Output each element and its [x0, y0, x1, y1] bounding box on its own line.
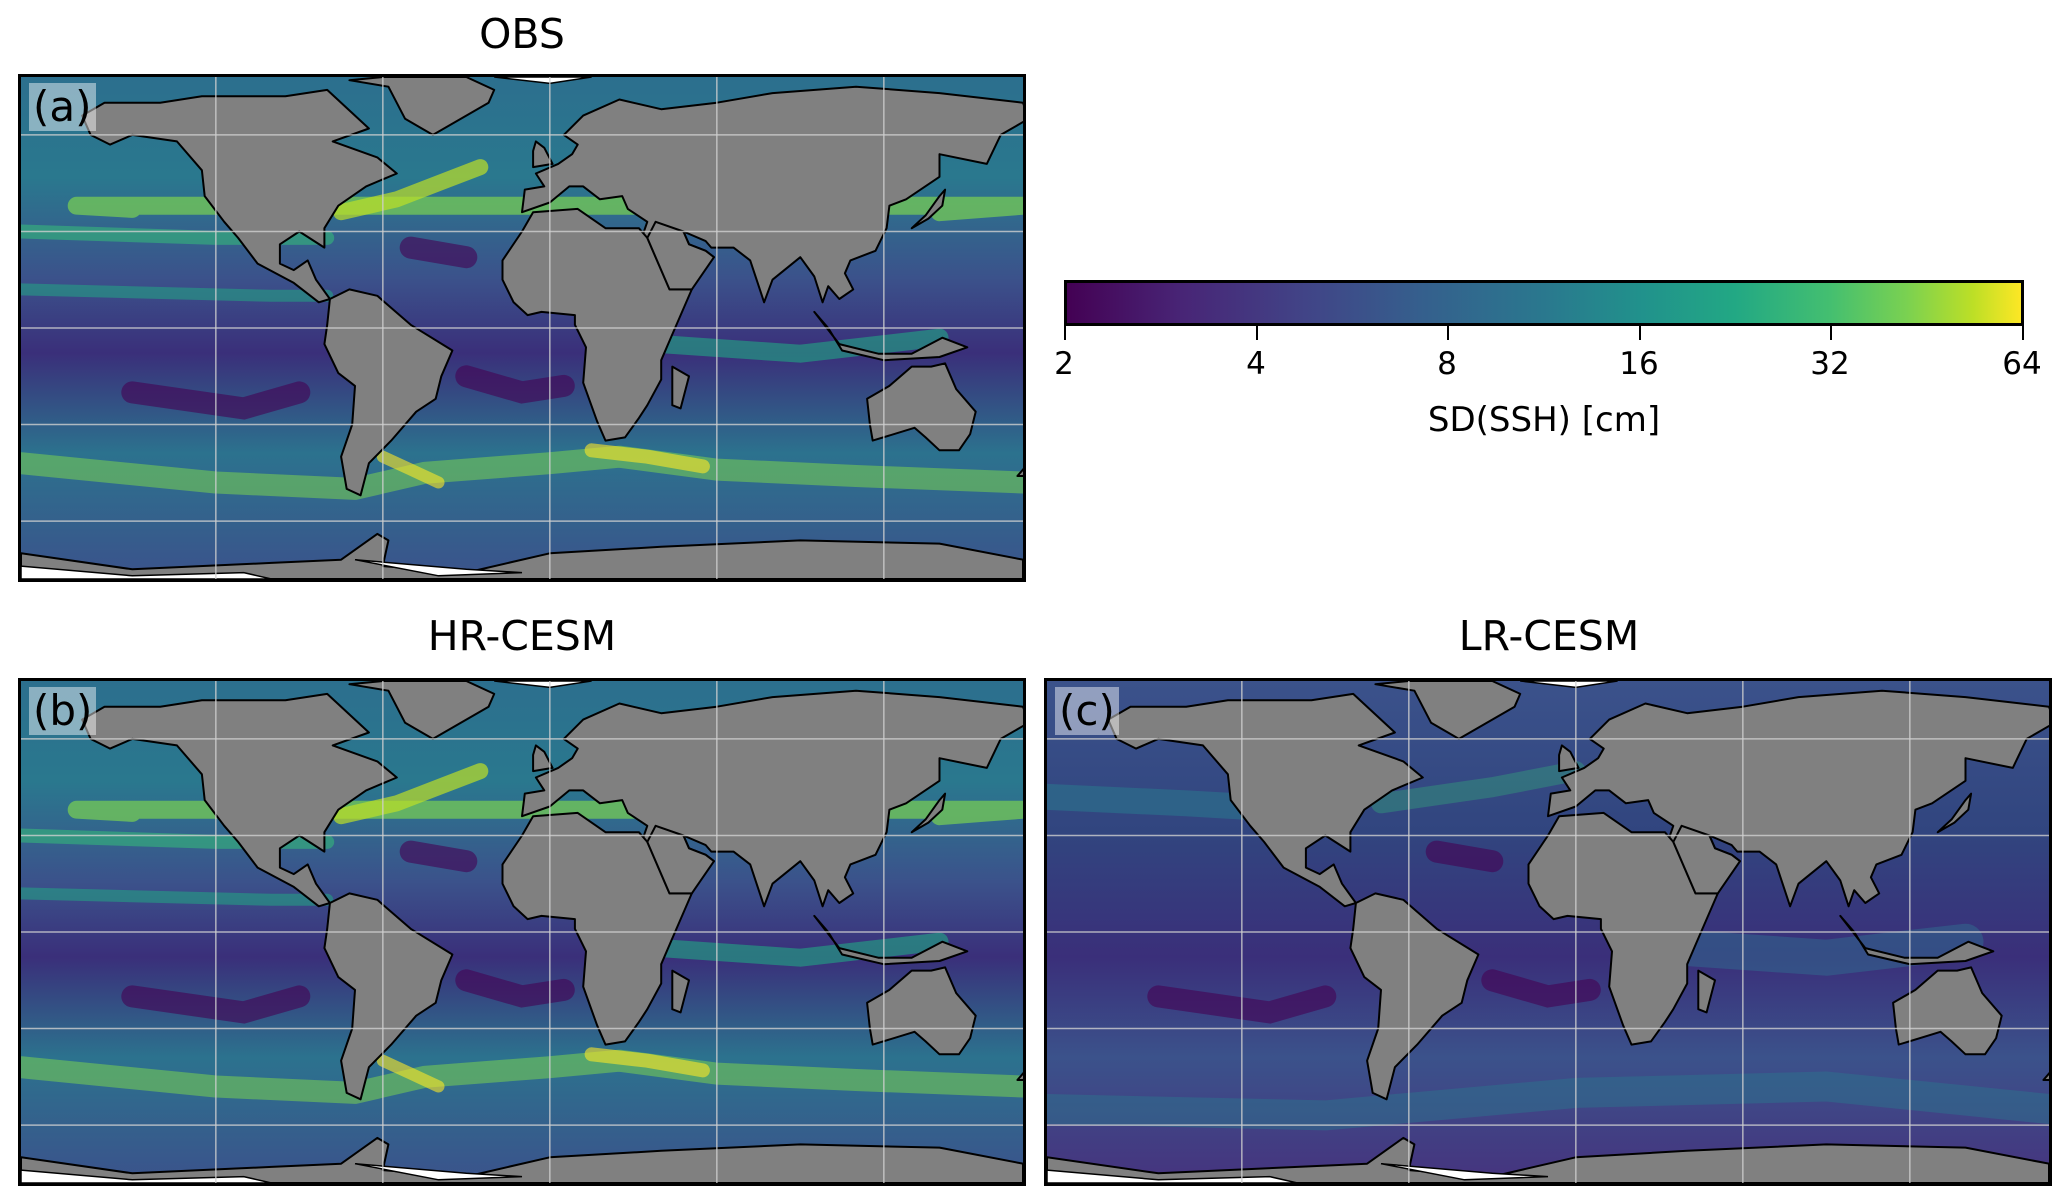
map-panel-obs: (a) — [18, 74, 1026, 582]
colorbar: 2 4 8 16 32 64 SD(SSH) [cm] — [1054, 280, 2042, 440]
colorbar-tick-label: 32 — [1810, 346, 1850, 382]
lr-cesm-map — [1047, 681, 2049, 1183]
panel-c-label: (c) — [1055, 686, 1119, 736]
hr-cesm-map — [21, 681, 1023, 1183]
gridlines — [21, 77, 1023, 579]
colorbar-tick — [2022, 326, 2024, 340]
panel-b-title: HR-CESM — [427, 612, 617, 660]
colorbar-tick — [1639, 326, 1641, 340]
colorbar-tick — [1256, 326, 1258, 340]
colorbar-tick-label: 16 — [1619, 346, 1659, 382]
colorbar-tick-label: 2 — [1054, 346, 1074, 382]
gridlines — [21, 681, 1023, 1183]
land-mass — [21, 77, 1023, 579]
obs-map — [21, 77, 1023, 579]
colorbar-label: SD(SSH) [cm] — [1427, 400, 1661, 440]
colorbar-tick-label: 8 — [1437, 346, 1457, 382]
colorbar-tick — [1064, 326, 1066, 340]
panel-c-title: LR-CESM — [1458, 612, 1640, 660]
land-mass — [1047, 681, 2049, 1183]
colorbar-tick-label: 4 — [1246, 346, 1266, 382]
colorbar-tick — [1830, 326, 1832, 340]
colorbar-gradient — [1064, 280, 2024, 326]
panel-a-label: (a) — [29, 82, 96, 132]
gridlines — [1047, 681, 2049, 1183]
map-panel-hr-cesm: (b) — [18, 678, 1026, 1186]
panel-b-label: (b) — [29, 686, 97, 736]
panel-a-title: OBS — [479, 10, 565, 58]
map-panel-lr-cesm: (c) — [1044, 678, 2052, 1186]
colorbar-tick — [1447, 326, 1449, 340]
colorbar-tick-label: 64 — [2002, 346, 2042, 382]
